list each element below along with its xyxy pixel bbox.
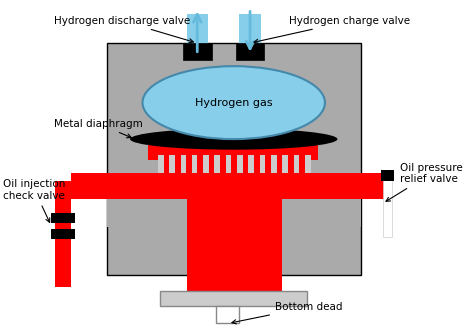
Ellipse shape [130,128,337,150]
Bar [237,155,243,182]
Ellipse shape [143,66,325,139]
Bar [271,155,277,182]
Bar [183,43,212,60]
Bar [293,155,299,182]
Text: Hydrogen charge valve: Hydrogen charge valve [254,16,410,43]
Text: Metal diaphragm: Metal diaphragm [54,119,143,138]
Bar [214,155,220,182]
Bar [55,181,110,197]
Text: Hydrogen gas: Hydrogen gas [195,98,273,108]
Bar [283,155,288,182]
Bar [236,43,264,60]
Text: Hydrogen discharge valve: Hydrogen discharge valve [54,16,193,43]
Bar [383,170,392,237]
Bar [72,173,392,199]
Bar [248,155,254,182]
Bar [169,155,175,182]
Bar [192,155,198,182]
Text: Oil injection
check valve: Oil injection check valve [3,179,66,222]
Bar [158,155,310,182]
Bar [148,139,318,160]
Bar [217,306,239,323]
Bar [181,155,186,182]
Bar [158,155,164,182]
Bar [55,181,72,287]
Bar [51,229,75,239]
Bar [260,155,265,182]
Bar [187,14,208,59]
Bar [226,155,231,182]
Bar [381,170,394,181]
Bar [310,199,362,227]
Bar [107,199,158,227]
Bar [51,213,75,223]
Bar [160,291,307,306]
Text: Bottom dead: Bottom dead [232,302,343,324]
Bar [305,155,310,182]
Bar [203,155,209,182]
Bar [239,14,261,59]
Bar [107,43,362,276]
Bar [187,194,282,296]
Text: Oil pressure
relief valve: Oil pressure relief valve [386,163,463,201]
